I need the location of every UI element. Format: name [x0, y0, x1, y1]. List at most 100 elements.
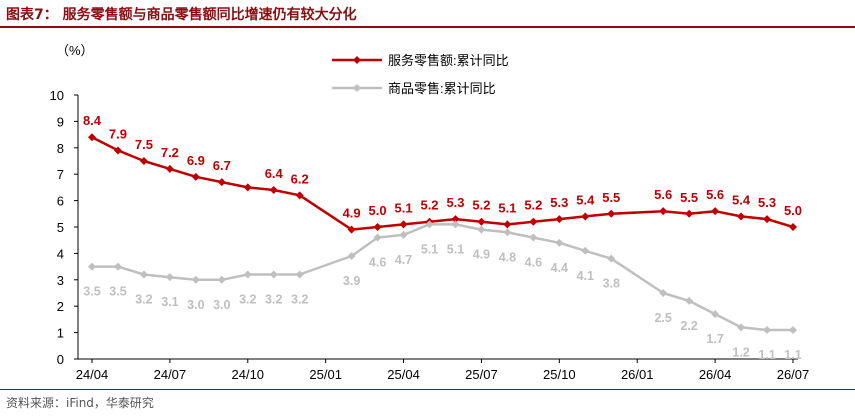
x-tick-label: 25/01	[309, 367, 342, 382]
services-retail-point	[789, 223, 797, 231]
title-divider	[0, 26, 855, 28]
goods-retail-data-label: 4.9	[473, 248, 490, 262]
goods-retail-point	[789, 325, 797, 334]
services-retail-point	[711, 207, 720, 216]
goods-retail-data-label: 3.2	[239, 293, 256, 307]
y-tick-label: 8	[57, 141, 64, 156]
goods-retail-data-label: 5.1	[421, 242, 438, 256]
services-retail-data-label: 7.2	[161, 145, 179, 160]
goods-retail-point	[529, 233, 538, 242]
goods-retail-point	[295, 270, 304, 279]
services-retail-point	[373, 223, 382, 231]
services-retail-point	[165, 164, 174, 173]
services-retail-data-label: 5.0	[369, 203, 387, 218]
goods-retail-data-label: 1.2	[732, 345, 749, 359]
goods-retail-point	[737, 323, 746, 332]
services-retail-data-label: 5.2	[472, 198, 490, 213]
services-retail-point	[88, 133, 96, 142]
goods-retail-data-label: 2.5	[654, 311, 671, 325]
goods-retail-point	[191, 275, 200, 284]
goods-retail-point	[763, 325, 772, 334]
goods-retail-point	[607, 254, 616, 263]
goods-retail-point	[477, 225, 486, 234]
services-retail-point	[581, 212, 590, 221]
services-retail-data-label: 6.9	[187, 153, 205, 168]
services-retail-point	[217, 178, 226, 187]
y-tick-label: 6	[57, 194, 64, 209]
services-retail-point	[659, 207, 668, 216]
goods-retail-data-label: 4.7	[395, 253, 412, 267]
services-retail-data-label: 6.4	[265, 166, 284, 181]
goods-retail-point	[165, 273, 174, 282]
goods-retail-data-label: 1.1	[784, 348, 801, 362]
services-retail-point	[451, 215, 460, 224]
goods-retail-data-label: 3.2	[265, 293, 282, 307]
goods-retail-point	[373, 233, 382, 242]
services-retail-data-label: 5.1	[498, 200, 516, 215]
goods-retail-point	[581, 246, 590, 255]
goods-retail-line	[92, 223, 793, 332]
goods-retail-data-label: 4.4	[551, 261, 568, 275]
goods-retail-point	[347, 252, 356, 261]
x-tick-label: 25/10	[543, 367, 576, 382]
y-tick-label: 9	[57, 114, 64, 129]
services-retail-data-label: 4.9	[343, 206, 361, 221]
legend-services-label: 服务零售额:累计同比	[388, 53, 509, 68]
services-retail-point	[607, 209, 616, 218]
x-tick-label: 26/07	[777, 367, 810, 382]
services-retail-data-label: 5.3	[550, 195, 568, 210]
goods-retail-data-label: 4.1	[577, 269, 594, 283]
goods-retail-data-label: 4.6	[369, 256, 386, 270]
services-retail-data-label: 5.4	[576, 192, 595, 207]
services-retail-data-label: 5.3	[446, 195, 464, 210]
goods-retail-point	[269, 270, 278, 279]
goods-retail-data-label: 5.1	[447, 242, 464, 256]
y-tick-label: 4	[57, 246, 64, 261]
services-retail-data-label: 5.6	[654, 187, 672, 202]
y-tick-label: 1	[57, 326, 64, 341]
goods-retail-data-label: 3.8	[603, 277, 620, 291]
services-retail-data-label: 5.3	[758, 195, 776, 210]
chart-title: 图表7： 服务零售额与商品零售额同比增速仍有较大分化	[6, 7, 357, 23]
goods-retail-data-label: 4.8	[499, 250, 516, 264]
goods-retail-point	[243, 270, 252, 279]
goods-retail-point	[399, 230, 408, 239]
y-tick-label: 10	[50, 88, 64, 103]
goods-retail-point	[113, 262, 122, 271]
services-retail-data-label: 5.0	[784, 203, 802, 218]
goods-retail-data-label: 1.1	[758, 348, 775, 362]
x-tick-label: 24/07	[154, 367, 187, 382]
goods-retail-point	[139, 270, 148, 279]
line-chart: 0 1 2 3 4 5 6 7 8 9 10 （%） 24/04 24/07 24/10 25/01 25/04…	[50, 43, 810, 382]
services-retail-point	[139, 157, 148, 165]
legend-goods-label: 商品零售:累计同比	[388, 81, 496, 96]
x-tick-label: 24/04	[76, 367, 109, 382]
goods-retail-point	[685, 296, 694, 305]
services-retail-data-label: 5.2	[524, 198, 542, 213]
services-retail-data-label: 7.9	[109, 126, 127, 141]
goods-retail-data-label: 3.5	[83, 285, 100, 299]
services-retail-point	[243, 183, 252, 192]
goods-retail-data-label: 4.6	[525, 256, 542, 270]
goods-retail-data-label: 3.2	[291, 293, 308, 307]
services-retail-point	[763, 215, 772, 224]
services-retail-point	[295, 191, 304, 200]
services-retail-point	[477, 217, 486, 226]
goods-retail-data-label: 3.1	[161, 295, 178, 309]
y-tick-label: 2	[57, 299, 64, 314]
services-retail-point	[503, 220, 512, 229]
y-tick-label: 3	[57, 273, 64, 288]
y-tick-label: 7	[57, 167, 64, 182]
x-tick-label: 25/04	[387, 367, 420, 382]
goods-retail-data-label: 3.0	[187, 298, 204, 312]
goods-retail-point	[503, 228, 512, 237]
goods-retail-data-label: 1.7	[706, 332, 723, 346]
goods-retail-data-label: 3.0	[213, 298, 230, 312]
services-retail-data-label: 8.4	[83, 113, 102, 128]
services-retail-point	[191, 172, 200, 181]
goods-retail-point	[425, 220, 434, 229]
services-retail-data-label: 5.5	[602, 190, 620, 205]
services-retail-point	[399, 220, 408, 229]
x-tick-label: 25/07	[465, 367, 498, 382]
y-tick-label: 5	[57, 220, 64, 235]
